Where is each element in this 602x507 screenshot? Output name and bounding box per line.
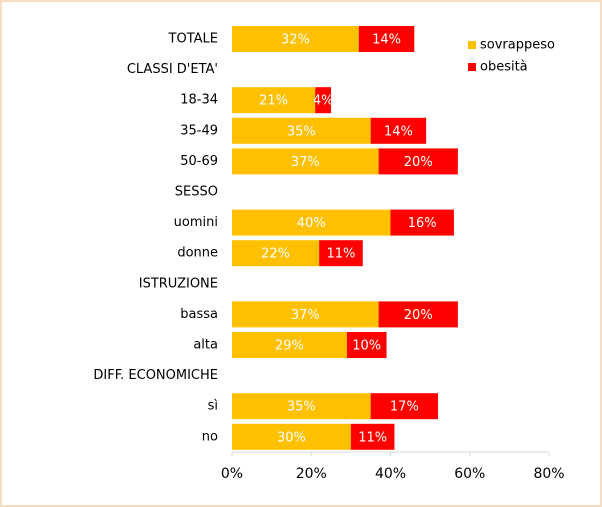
bar-segment [350,423,395,450]
category-label: ISTRUZIONE [139,276,218,291]
category-label: DIFF. ECONOMICHE [93,368,218,383]
value-label: 40% [297,216,326,231]
bar-segment [232,393,371,420]
value-label: 20% [404,308,433,323]
bar-segment [232,423,351,450]
bar-segment [370,393,439,420]
bar-segment [232,148,379,175]
bar-segment [232,87,316,114]
value-label: 11% [358,430,387,445]
category-label: no [202,429,218,444]
bar-segment [378,301,458,328]
category-label: bassa [180,307,218,322]
bar-segment [358,26,415,52]
bar-segment [232,26,359,52]
category-label: SESSO [175,185,218,200]
bar-segment [390,209,454,236]
legend-label: sovrappeso [480,38,555,53]
value-label: 10% [352,339,381,354]
legend-swatch [468,41,476,49]
bar-segment [319,240,363,267]
value-label: 4% [313,94,334,109]
value-label: 37% [291,308,320,323]
legend-label: obesità [480,60,528,75]
bar-segment [315,87,332,114]
bar-segment [378,148,458,175]
bar-segment [232,301,379,328]
x-tick-label: 40% [375,466,406,482]
value-label: 16% [408,216,437,231]
category-label: 50-69 [180,154,218,169]
category-label: uomini [174,215,218,230]
legend-swatch [468,63,476,71]
bar-segment [346,332,387,358]
category-label: alta [193,338,218,353]
category-label: TOTALE [168,32,218,47]
value-label: 30% [277,430,306,445]
value-label: 11% [327,247,356,262]
value-label: 22% [261,247,290,262]
bar-segment [232,117,371,144]
bar-segment [370,117,427,144]
value-label: 32% [281,33,310,48]
category-label: sì [208,399,218,414]
value-label: 21% [259,94,288,109]
value-label: 29% [275,339,304,354]
value-label: 17% [390,400,419,415]
category-label: 35-49 [180,123,218,138]
x-tick-label: 20% [296,466,327,482]
value-label: 35% [287,400,316,415]
bar-segment [232,332,347,358]
value-label: 37% [291,155,320,170]
bar-segment [232,240,320,267]
value-label: 35% [287,124,316,139]
bar-segment [232,209,391,236]
value-label: 20% [404,155,433,170]
category-label: CLASSI D'ETA' [127,62,218,77]
x-tick-label: 80% [533,466,564,482]
value-label: 14% [372,33,401,48]
category-label: donne [177,246,218,261]
category-label: 18-34 [180,93,218,108]
x-tick-label: 0% [221,466,243,482]
value-label: 14% [384,124,413,139]
x-tick-label: 60% [454,466,485,482]
